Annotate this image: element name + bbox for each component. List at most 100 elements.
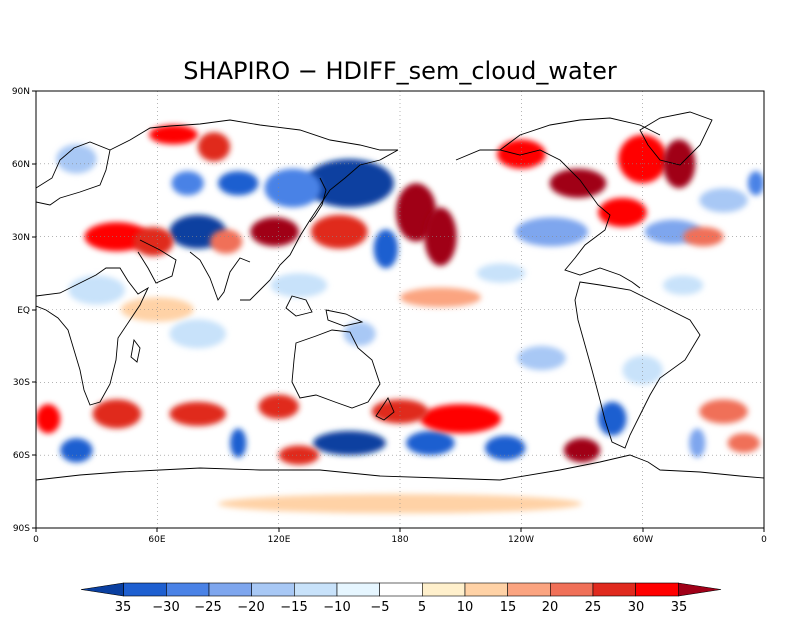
field-anomaly-22 (699, 188, 748, 213)
chart-title: SHAPIRO − HDIFF_sem_cloud_water (183, 57, 617, 85)
colorbar-label: 35 (115, 600, 132, 615)
field-anomaly-25 (56, 144, 97, 174)
x-tick-label: 120E (268, 535, 291, 545)
field-anomaly-49 (169, 319, 227, 349)
y-tick-label: 60S (13, 451, 30, 461)
field-layer (36, 124, 764, 514)
colorbar-swatch-2 (208, 582, 252, 597)
colorbar-label: 25 (585, 600, 602, 615)
field-anomaly-47 (120, 297, 194, 322)
field-anomaly-9 (133, 226, 174, 257)
y-tick-label: 30S (13, 378, 30, 388)
field-anomaly-11 (197, 132, 231, 162)
field-anomaly-10 (149, 124, 198, 145)
y-tick-label: 30N (12, 233, 30, 243)
colorbar-label: −15 (280, 600, 307, 615)
colorbar-label: 30 (628, 600, 645, 615)
field-anomaly-42 (689, 428, 706, 458)
canada-north-coastline (499, 117, 661, 151)
field-anomaly-19 (598, 197, 647, 227)
field-anomaly-15 (497, 139, 546, 169)
field-anomaly-23 (683, 226, 724, 247)
colorbar-swatch-3 (251, 582, 295, 597)
colorbar-swatch-0 (123, 582, 167, 597)
field-anomaly-14 (209, 229, 243, 254)
field-anomaly-17 (618, 134, 667, 184)
grid-layer (36, 91, 764, 528)
newguinea-coastline (325, 309, 364, 327)
x-axis: 0 60E 120E 180 120W 60W 0 (33, 528, 767, 545)
greenland-coastline (639, 111, 713, 166)
field-anomaly-52 (662, 275, 704, 295)
field-anomaly-41 (727, 433, 760, 453)
africa-coastline (36, 267, 150, 406)
colorbar-swatch-12 (635, 582, 679, 597)
colorbar-label: −10 (323, 600, 350, 615)
x-tick-label: 0 (33, 535, 39, 545)
colorbar-swatch-1 (166, 582, 210, 597)
europe-coastline (36, 141, 111, 206)
field-anomaly-24 (747, 171, 764, 196)
field-anomaly-39 (36, 404, 61, 434)
asia-east-coastline (240, 149, 399, 301)
field-anomaly-0 (304, 158, 394, 208)
x-tick-label: 60E (148, 535, 165, 545)
madagascar-coastline (130, 338, 141, 363)
australia-coastline (291, 329, 381, 409)
field-anomaly-12 (218, 171, 259, 196)
field-anomaly-4 (373, 229, 398, 269)
field-anomaly-29 (420, 404, 502, 434)
field-anomaly-51 (476, 263, 526, 283)
x-tick-label: 180 (391, 535, 408, 545)
field-anomaly-1 (264, 168, 322, 208)
field-anomaly-5 (311, 214, 368, 249)
colorbar-swatch-7 (422, 582, 466, 597)
colorbar-label: 10 (457, 600, 474, 615)
field-anomaly-45 (343, 321, 376, 346)
x-tick-label: 0 (761, 535, 767, 545)
field-anomaly-36 (169, 401, 227, 427)
field-anomaly-46 (400, 287, 481, 308)
colorbar-swatch-11 (592, 582, 636, 597)
field-anomaly-44 (622, 355, 663, 385)
field-anomaly-18 (662, 139, 696, 189)
y-axis: 90N 60N 30N EQ 30S 60S 90S (12, 87, 36, 534)
field-anomaly-6 (250, 217, 299, 247)
colorbar-swatch-10 (550, 582, 594, 597)
x-tick-label: 60W (633, 535, 653, 545)
colorbar-label: 35 (671, 600, 688, 615)
india-coastline (189, 251, 251, 301)
colorbar-label: 20 (542, 600, 559, 615)
field-anomaly-13 (171, 171, 204, 196)
field-anomaly-27 (406, 430, 455, 456)
colorbar-left-triangle (80, 582, 124, 597)
field-anomaly-50 (270, 273, 328, 298)
field-anomaly-16 (549, 168, 607, 198)
north-america-coastline (455, 149, 641, 289)
field-anomaly-20 (515, 217, 589, 247)
field-anomaly-43 (517, 345, 566, 371)
colorbar-label: 5 (418, 600, 426, 615)
antarctica-coastline (36, 454, 764, 481)
colorbar-swatch-6 (379, 582, 423, 597)
eurasia-north-coastline (109, 119, 398, 151)
colorbar-label: 15 (500, 600, 517, 615)
field-anomaly-26 (313, 430, 386, 456)
field-anomaly-32 (598, 401, 627, 436)
colorbar-label: −25 (194, 600, 221, 615)
field-anomaly-40 (699, 399, 748, 424)
borneo-coastline (285, 295, 313, 317)
field-anomaly-35 (258, 394, 299, 419)
colorbar-swatch-9 (507, 582, 551, 597)
japan-coastline (309, 177, 327, 223)
y-tick-label: 90S (13, 524, 30, 534)
field-anomaly-31 (563, 438, 601, 463)
colorbar-right-triangle (677, 582, 722, 597)
colorbar-labels: 35 −30 −25 −20 −15 −10 −5 5 10 15 20 25 … (115, 600, 688, 615)
colorbar-label: −5 (370, 600, 389, 615)
arabia-coastline (137, 239, 177, 284)
colorbar (80, 582, 722, 597)
field-anomaly-37 (92, 399, 142, 429)
colorbar-label: −30 (152, 600, 179, 615)
